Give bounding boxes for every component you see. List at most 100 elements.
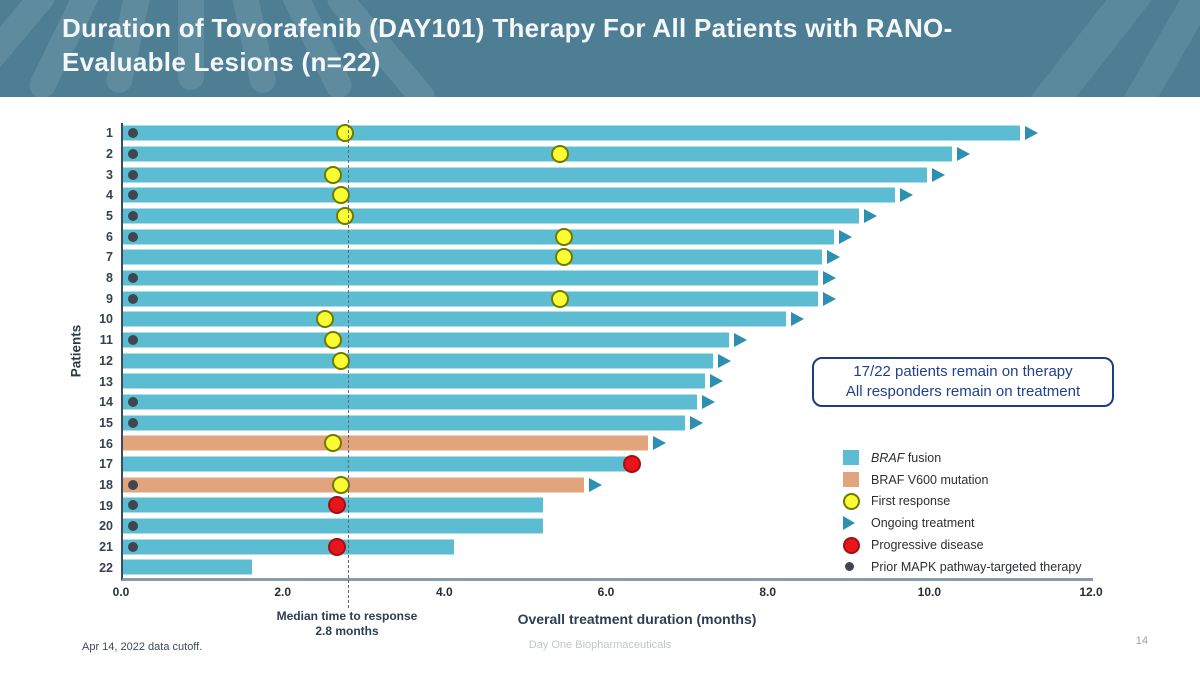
treatment-bar — [123, 311, 786, 327]
legend-label: BRAF fusion — [871, 450, 942, 465]
patient-label: 11 — [99, 333, 113, 348]
first-response-marker — [324, 331, 343, 350]
treatment-bar — [123, 518, 544, 534]
patient-label: 2 — [106, 147, 113, 162]
treatment-bar — [123, 373, 705, 389]
slide-header: Duration of Tovorafenib (DAY101) Therapy… — [0, 0, 1200, 97]
ongoing-treatment-arrow — [827, 250, 841, 265]
first-response-marker — [550, 289, 569, 308]
ongoing-treatment-arrow — [653, 436, 667, 451]
patient-row-5 — [123, 206, 1093, 227]
patient-label: 9 — [106, 291, 113, 306]
patient-label: 19 — [99, 498, 113, 513]
median-label-line1: Median time to response — [276, 609, 418, 623]
patient-row-22 — [123, 557, 1093, 578]
prior-mapk-dot — [128, 128, 138, 139]
legend-item: First response — [843, 491, 1082, 513]
prior-mapk-dot — [128, 211, 138, 222]
legend-label: Progressive disease — [871, 538, 984, 553]
ongoing-treatment-arrow — [689, 415, 703, 430]
patient-label: 6 — [106, 229, 113, 244]
patient-label: 20 — [99, 519, 113, 534]
prior-mapk-dot — [128, 335, 138, 346]
prior-mapk-dot — [128, 500, 138, 511]
patient-label: 13 — [99, 374, 113, 389]
treatment-bar — [123, 539, 455, 555]
ongoing-treatment-arrow — [734, 333, 748, 348]
plot-area — [121, 120, 1093, 608]
first-response-marker — [554, 227, 573, 246]
first-response-marker — [324, 165, 343, 184]
treatment-bar — [123, 146, 952, 162]
treatment-bar — [123, 187, 895, 203]
prior-mapk-dot — [128, 149, 138, 159]
ongoing-treatment-arrow — [932, 167, 946, 182]
patient-label: 22 — [99, 560, 113, 575]
circle-legend-icon — [843, 536, 860, 554]
patient-row-17 — [123, 454, 1093, 475]
patient-row-7 — [123, 247, 1093, 268]
annotation-line1: 17/22 patients remain on therapy — [853, 363, 1073, 380]
patient-row-6 — [123, 226, 1093, 247]
treatment-bar — [123, 559, 253, 575]
legend-item: BRAF V600 mutation — [843, 469, 1082, 491]
treatment-bar — [123, 270, 819, 286]
legend-label: Prior MAPK pathway-targeted therapy — [871, 559, 1082, 574]
prior-mapk-dot — [128, 273, 138, 284]
legend-swatch — [843, 562, 871, 572]
ongoing-treatment-arrow — [790, 312, 804, 327]
x-axis-title: Overall treatment duration (months) — [517, 611, 757, 627]
ongoing-treatment-arrow — [718, 353, 732, 368]
legend-item: BRAF fusion — [843, 447, 1082, 469]
ongoing-treatment-arrow — [710, 374, 723, 389]
ongoing-treatment-arrow — [588, 477, 602, 492]
slide-title: Duration of Tovorafenib (DAY101) Therapy… — [62, 11, 1172, 79]
square-legend-icon — [843, 472, 859, 488]
patient-row-10 — [123, 309, 1093, 330]
legend-swatch — [843, 472, 871, 488]
prior-mapk-dot — [128, 190, 138, 201]
legend-label: Ongoing treatment — [871, 516, 975, 531]
x-tick-label: 10.0 — [917, 585, 942, 599]
legend-item: Progressive disease — [843, 534, 1082, 556]
legend: BRAF fusion BRAF V600 mutation First respo… — [843, 447, 1082, 578]
ongoing-treatment-arrow — [823, 271, 837, 286]
slide-title-line2: Evaluable Lesions (n=22) — [62, 47, 381, 77]
patient-labels: 1 2 3 4 5 6 7 8 9 10 11 12 13 14 15 16 17 18 19 20 21 22 — [0, 123, 113, 578]
ongoing-treatment-arrow — [701, 395, 715, 410]
patient-row-11 — [123, 330, 1093, 351]
treatment-bar — [123, 477, 584, 493]
patient-label: 16 — [99, 436, 113, 451]
patient-label: 12 — [99, 353, 113, 368]
treatment-bar — [123, 167, 928, 183]
x-tick-label: 12.0 — [1079, 585, 1103, 599]
prior-mapk-dot — [128, 541, 138, 552]
patient-label: 7 — [106, 250, 113, 265]
prior-mapk-dot — [128, 231, 138, 242]
legend-item: Ongoing treatment — [843, 512, 1082, 534]
x-tick-label: 6.0 — [597, 585, 615, 599]
patient-label: 17 — [99, 457, 113, 472]
treatment-bar — [123, 353, 714, 369]
legend-item: Prior MAPK pathway-targeted therapy — [843, 556, 1082, 578]
first-response-marker — [316, 310, 335, 329]
first-response-marker — [336, 207, 355, 226]
treatment-bar — [123, 229, 835, 245]
patient-row-1 — [123, 123, 1093, 144]
patient-label: 5 — [106, 209, 113, 224]
legend-swatch — [843, 516, 871, 531]
x-tick-label: 0.0 — [112, 585, 130, 599]
first-response-marker — [324, 434, 343, 453]
legend-swatch — [843, 492, 871, 510]
treatment-bar — [123, 208, 859, 224]
annotation-line2: All responders remain on treatment — [845, 383, 1081, 400]
patient-label: 14 — [99, 395, 113, 410]
patient-row-15 — [123, 412, 1093, 433]
patient-label: 10 — [99, 312, 113, 327]
patient-row-4 — [123, 185, 1093, 206]
patient-label: 18 — [99, 477, 113, 492]
treatment-bar — [123, 435, 649, 451]
x-tick-label: 8.0 — [759, 585, 776, 599]
prior-mapk-dot — [128, 397, 138, 408]
